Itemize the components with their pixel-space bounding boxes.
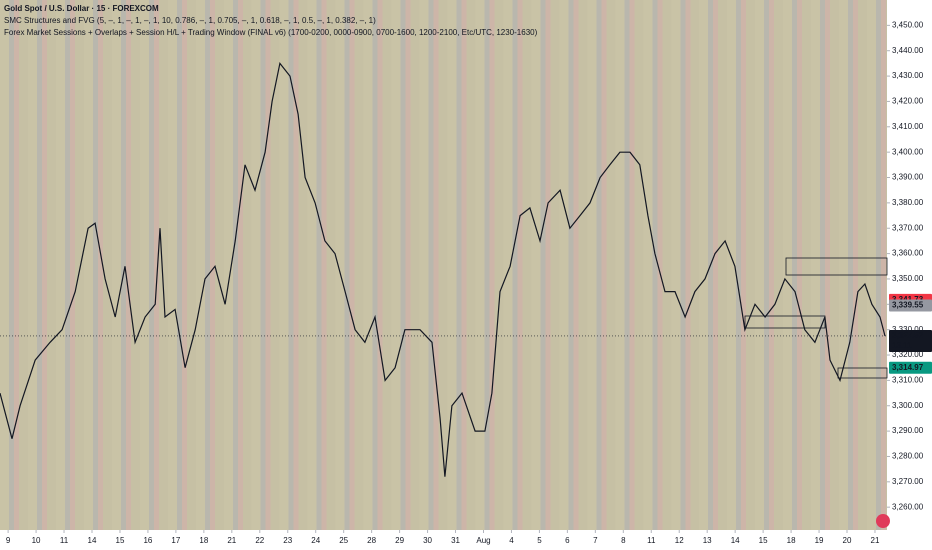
price-label: 3,327.52 (892, 331, 924, 340)
x-tick-label: 18 (787, 536, 796, 545)
x-tick-label: 4 (509, 536, 514, 545)
x-tick-label: 13 (703, 536, 712, 545)
y-tick-label: 3,260.00 (892, 502, 924, 511)
x-tick-label: 18 (199, 536, 208, 545)
y-tick-label: 3,360.00 (892, 249, 924, 258)
x-tick-label: 22 (255, 536, 264, 545)
x-tick-label: Aug (476, 536, 490, 545)
x-tick-label: 15 (116, 536, 125, 545)
x-tick-label: 30 (423, 536, 432, 545)
x-tick-label: 6 (565, 536, 570, 545)
x-tick-label: 14 (731, 536, 740, 545)
x-tick-label: 17 (171, 536, 180, 545)
y-tick-label: 3,300.00 (892, 401, 924, 410)
x-tick-label: 28 (367, 536, 376, 545)
price-label: 3,339.55 (892, 301, 924, 310)
x-tick-label: 21 (227, 536, 236, 545)
x-tick-label: 31 (451, 536, 460, 545)
price-line (0, 62, 886, 477)
x-tick-label: 11 (647, 536, 656, 545)
x-tick-label: 7 (593, 536, 598, 545)
y-tick-label: 3,330.00 (892, 325, 924, 334)
y-tick-label: 3,270.00 (892, 477, 924, 486)
x-tick-label: 19 (815, 536, 824, 545)
price-label-box (889, 361, 932, 374)
price-axis (887, 0, 932, 550)
countdown: 13:11 (892, 341, 912, 350)
logo (876, 514, 890, 528)
y-tick-label: 3,280.00 (892, 452, 924, 461)
y-tick-label: 3,440.00 (892, 46, 924, 55)
x-tick-label: 15 (759, 536, 768, 545)
y-tick-label: 3,350.00 (892, 274, 924, 283)
price-label: 3,314.97 (892, 363, 924, 372)
y-tick-label: 3,420.00 (892, 97, 924, 106)
x-tick-label: 8 (621, 536, 626, 545)
x-tick-label: 5 (537, 536, 542, 545)
chart-title: Gold Spot / U.S. Dollar · 15 · FOREXCOM (4, 4, 159, 13)
x-tick-label: 9 (6, 536, 11, 545)
indicator-label: SMC Structures and FVG (5, –, 1, –, 1, –… (4, 16, 376, 25)
x-tick-label: 10 (32, 536, 41, 545)
x-tick-label: 12 (675, 536, 684, 545)
y-tick-label: 3,320.00 (892, 350, 924, 359)
y-tick-label: 3,310.00 (892, 375, 924, 384)
x-tick-label: 29 (395, 536, 404, 545)
x-tick-label: 20 (843, 536, 852, 545)
y-tick-label: 3,290.00 (892, 426, 924, 435)
y-tick-label: 3,390.00 (892, 173, 924, 182)
y-tick-label: 3,370.00 (892, 223, 924, 232)
price-label-box (889, 329, 932, 352)
y-tick-label: 3,430.00 (892, 71, 924, 80)
x-tick-label: 25 (339, 536, 348, 545)
y-tick-label: 3,380.00 (892, 198, 924, 207)
y-tick-label: 3,450.00 (892, 20, 924, 29)
time-axis (0, 530, 887, 550)
x-tick-label: 24 (311, 536, 320, 545)
x-tick-label: 16 (143, 536, 152, 545)
indicator-label: Forex Market Sessions + Overlaps + Sessi… (4, 28, 538, 37)
x-tick-label: 21 (871, 536, 880, 545)
x-tick-label: 11 (60, 536, 69, 545)
smc-boxes (744, 257, 888, 379)
y-tick-label: 3,400.00 (892, 147, 924, 156)
x-tick-label: 14 (88, 536, 97, 545)
session-background (0, 0, 887, 530)
y-tick-label: 3,410.00 (892, 122, 924, 131)
price-label-box (889, 299, 932, 312)
x-tick-label: 23 (283, 536, 292, 545)
